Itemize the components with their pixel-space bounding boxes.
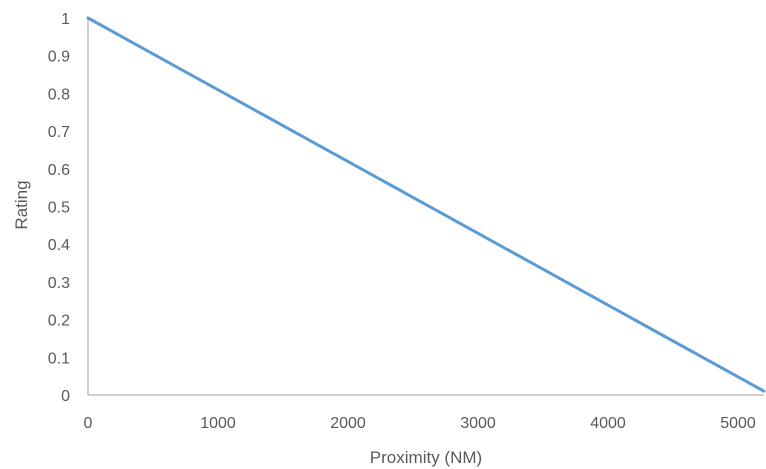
y-tick-label: 0.1 [48, 350, 70, 367]
y-tick-label: 0.5 [48, 200, 70, 217]
y-tick-label: 0.9 [48, 49, 70, 66]
x-tick-label: 1000 [200, 415, 236, 432]
x-axis-ticks: 0 1000 2000 3000 4000 5000 [84, 415, 756, 432]
y-tick-label: 0.3 [48, 275, 70, 292]
y-axis-ticks: 0 0.1 0.2 0.3 0.4 0.5 0.6 0.7 0.8 0.9 1 [48, 11, 70, 405]
y-tick-label: 0.7 [48, 124, 70, 141]
series-layer [86, 16, 766, 393]
x-tick-label: 3000 [460, 415, 496, 432]
x-tick-label: 0 [84, 415, 93, 432]
y-tick-label: 0 [61, 388, 70, 405]
y-tick-label: 0.4 [48, 237, 70, 254]
series-line [86, 16, 766, 393]
y-tick-label: 0.2 [48, 313, 70, 330]
x-tick-label: 4000 [590, 415, 626, 432]
y-tick-label: 1 [61, 11, 70, 28]
y-tick-label: 0.6 [48, 162, 70, 179]
y-tick-label: 0.8 [48, 86, 70, 103]
x-tick-label: 2000 [330, 415, 366, 432]
x-tick-label: 5000 [720, 415, 756, 432]
x-axis-title: Proximity (NM) [370, 448, 482, 467]
y-axis-title: Rating [12, 180, 31, 229]
